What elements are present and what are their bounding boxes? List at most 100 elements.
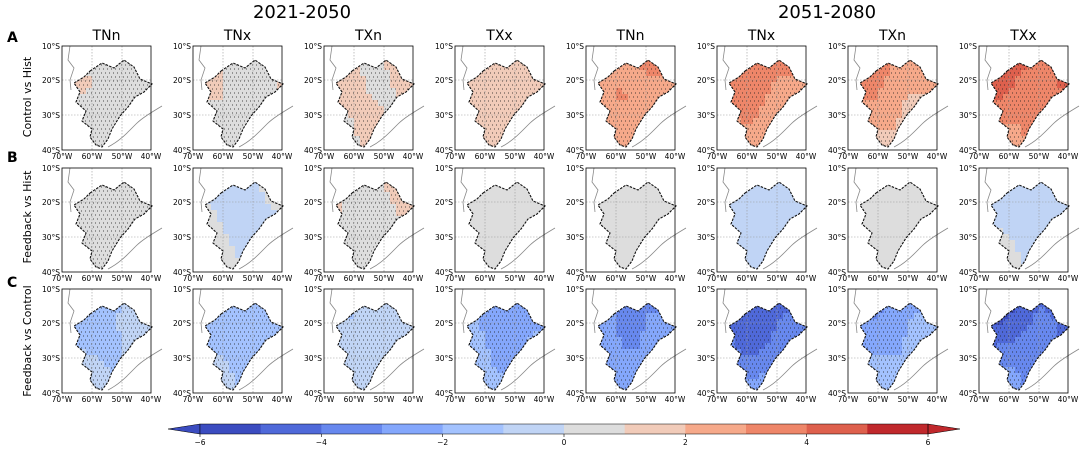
stipple-dot [229,108,232,110]
field-cell [771,70,777,76]
stipple-dot [342,104,345,106]
stipple-dot [618,84,621,86]
stipple-dot [781,100,784,102]
stipple-dot [126,100,129,102]
lon-tick-label: 60°W [344,152,365,161]
stipple-dot [88,120,91,122]
field-cell [515,76,521,82]
field-cell [753,136,759,142]
stipple-dot [777,92,780,94]
stipple-dot [783,96,786,98]
stipple-dot [215,104,218,106]
field-cell [396,82,402,88]
stipple-dot [247,88,250,90]
field-cell [104,70,110,76]
field-cell [253,100,259,106]
stipple-dot [116,112,119,114]
field-cell [92,118,98,124]
stipple-dot [215,96,218,98]
stipple-dot [374,104,377,106]
field-cell [253,88,259,94]
field-cell [235,118,241,124]
stipple-dot [84,120,87,122]
stipple-dot [624,88,627,90]
stipple-dot [96,136,99,138]
stipple-dot [491,132,494,134]
field-cell [503,76,509,82]
field-cell [640,76,646,82]
stipple-dot [136,80,139,82]
stipple-dot [233,84,236,86]
stipple-dot [608,120,611,122]
field-cell [759,124,765,130]
field-cell [634,88,640,94]
stipple-dot [237,84,240,86]
stipple-dot [533,88,536,90]
stipple-dot [519,76,522,78]
field-cell [521,88,527,94]
field-cell [336,82,342,88]
stipple-dot [652,64,655,66]
stipple-dot [735,80,738,82]
stipple-dot [247,72,250,74]
field-cell [366,88,372,94]
stipple-dot [253,108,256,110]
stipple-dot [662,84,665,86]
stipple-dot [527,76,530,78]
stipple-dot [265,76,268,78]
field-cell [628,100,634,106]
row-label-feedback-vs-control: Feedback vs Control [21,285,34,396]
stipple-dot [477,96,480,98]
stipple-dot [368,76,371,78]
stipple-dot [753,76,756,78]
field-cell [223,118,229,124]
stipple-dot [509,88,512,90]
stipple-dot [656,96,659,98]
field-cell [467,82,473,88]
stipple-dot [106,116,109,118]
field-cell [342,88,348,94]
stipple-dot [116,80,119,82]
stipple-dot [253,68,256,70]
stipple-dot [257,84,260,86]
field-cell [366,100,372,106]
field-cell [604,94,610,100]
stipple-dot [771,96,774,98]
stipple-dot [386,80,389,82]
stipple-dot [233,100,236,102]
stipple-dot [789,92,792,94]
field-cell [646,100,652,106]
stipple-dot [781,76,784,78]
field-cell [777,64,783,70]
stipple-dot [136,88,139,90]
stipple-dot [350,80,353,82]
stipple-dot [241,68,244,70]
stipple-dot [630,92,633,94]
field-cell [789,88,795,94]
panel-frame [192,45,283,151]
stipple-dot [646,76,649,78]
field-cell [360,136,366,142]
stipple-dot [364,84,367,86]
stipple-dot [620,136,623,138]
stipple-dot [793,92,796,94]
stipple-dot [96,128,99,130]
field-cell [497,70,503,76]
stipple-dot [527,84,530,86]
stipple-dot [620,88,623,90]
stipple-dot [408,84,411,86]
field-cell [491,88,497,94]
stipple-dot [82,100,85,102]
field-cell [509,88,515,94]
stipple-dot [479,108,482,110]
field-cell [104,94,110,100]
stipple-dot [78,84,81,86]
stipple-dot [485,128,488,130]
field-cell [354,76,360,82]
stipple-dot [501,88,504,90]
field-cell [747,124,753,130]
stipple-dot [382,80,385,82]
field-cell [98,142,104,147]
stipple-dot [483,92,486,94]
field-cell [390,94,396,100]
